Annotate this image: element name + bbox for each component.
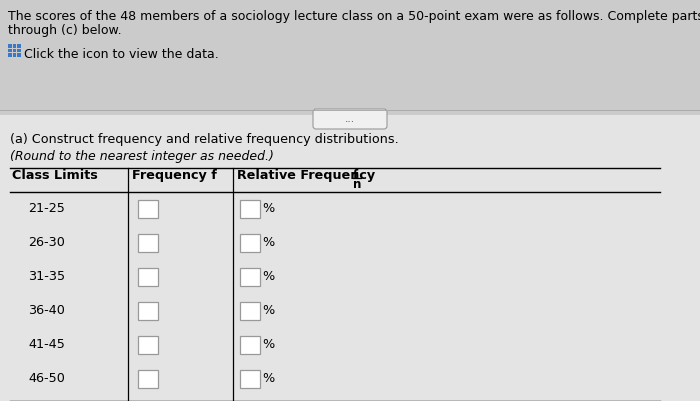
Bar xyxy=(8,49,11,52)
Text: 41-45: 41-45 xyxy=(28,338,65,352)
Bar xyxy=(18,49,21,52)
Text: n: n xyxy=(353,178,361,191)
Text: Click the icon to view the data.: Click the icon to view the data. xyxy=(24,48,218,61)
Text: %: % xyxy=(262,237,274,249)
Text: 36-40: 36-40 xyxy=(28,304,65,318)
Text: Frequency f: Frequency f xyxy=(132,169,217,182)
Text: %: % xyxy=(262,373,274,385)
Text: f: f xyxy=(353,169,358,182)
Text: %: % xyxy=(262,304,274,318)
Bar xyxy=(8,44,11,47)
Bar xyxy=(138,302,158,320)
Bar xyxy=(138,234,158,252)
Bar xyxy=(18,53,21,57)
Bar xyxy=(13,53,16,57)
Text: 21-25: 21-25 xyxy=(28,203,65,215)
Text: through (c) below.: through (c) below. xyxy=(8,24,122,37)
Bar xyxy=(8,53,11,57)
FancyBboxPatch shape xyxy=(313,109,387,129)
Text: 31-35: 31-35 xyxy=(28,271,65,284)
Bar xyxy=(13,44,16,47)
Text: %: % xyxy=(262,203,274,215)
Text: 46-50: 46-50 xyxy=(28,373,65,385)
Bar xyxy=(240,200,260,218)
Text: 26-30: 26-30 xyxy=(28,237,65,249)
Text: Relative Frequency: Relative Frequency xyxy=(237,169,375,182)
Bar xyxy=(0,0,700,115)
Bar xyxy=(240,336,260,354)
Bar xyxy=(138,336,158,354)
Bar xyxy=(240,370,260,388)
Text: (a) Construct frequency and relative frequency distributions.: (a) Construct frequency and relative fre… xyxy=(10,133,399,146)
Bar xyxy=(240,234,260,252)
Text: %: % xyxy=(262,338,274,352)
Bar xyxy=(240,268,260,286)
Text: Class Limits: Class Limits xyxy=(12,169,98,182)
Bar xyxy=(138,268,158,286)
Bar xyxy=(240,302,260,320)
Bar xyxy=(0,115,700,401)
Bar xyxy=(13,49,16,52)
Text: %: % xyxy=(262,271,274,284)
Bar xyxy=(138,200,158,218)
Text: ...: ... xyxy=(345,114,355,124)
Bar xyxy=(138,370,158,388)
Text: The scores of the 48 members of a sociology lecture class on a 50-point exam wer: The scores of the 48 members of a sociol… xyxy=(8,10,700,23)
Text: (Round to the nearest integer as needed.): (Round to the nearest integer as needed.… xyxy=(10,150,274,163)
Bar xyxy=(18,44,21,47)
